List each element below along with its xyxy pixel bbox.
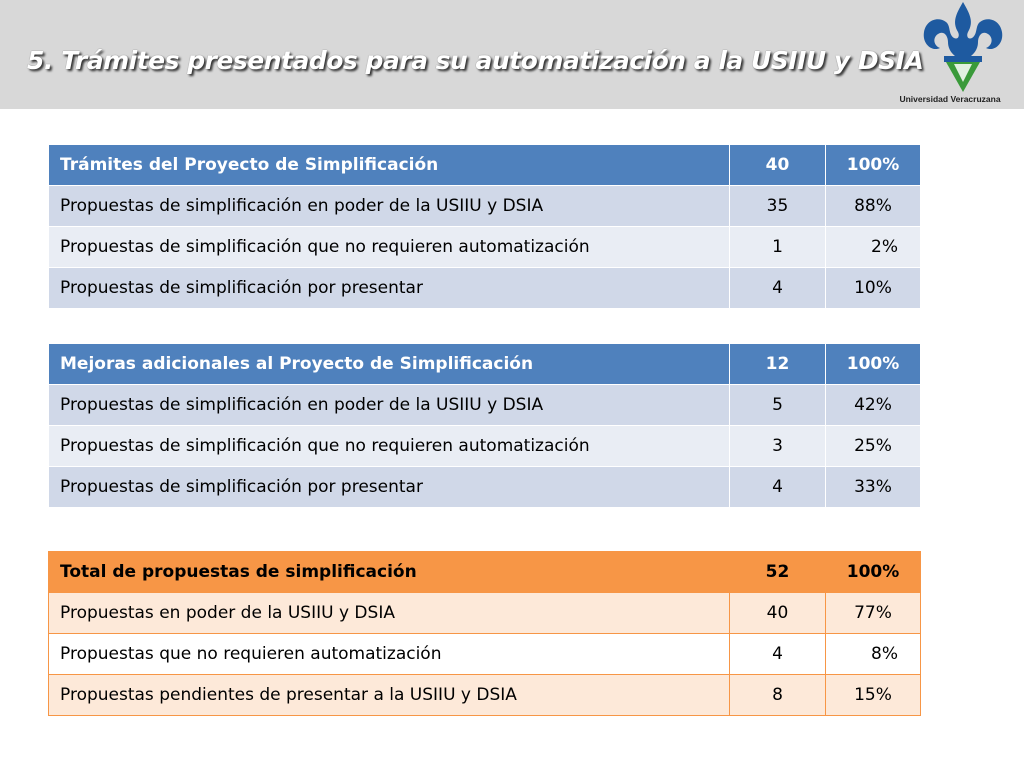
row-label: Propuestas de simplificación en poder de… <box>48 384 730 426</box>
header-count: 12 <box>729 343 826 385</box>
table-header-row: Total de propuestas de simplificación 52… <box>48 551 921 593</box>
row-label: Propuestas de simplificación que no requ… <box>48 425 730 467</box>
row-count: 40 <box>729 592 826 634</box>
mejoras-adicionales-table: Mejoras adicionales al Proyecto de Simpl… <box>48 343 921 508</box>
row-percent: 77% <box>825 592 921 634</box>
row-percent: 88% <box>825 185 921 227</box>
row-label: Propuestas de simplificación por present… <box>48 267 730 309</box>
table-row: Propuestas de simplificación en poder de… <box>48 384 921 426</box>
row-count: 4 <box>729 267 826 309</box>
row-label: Propuestas en poder de la USIIU y DSIA <box>48 592 730 634</box>
row-percent: 8% <box>825 633 921 675</box>
row-percent: 42% <box>825 384 921 426</box>
row-count: 3 <box>729 425 826 467</box>
header-percent: 100% <box>825 551 921 593</box>
table-header-row: Trámites del Proyecto de Simplificación … <box>48 144 921 186</box>
table-row: Propuestas de simplificación que no requ… <box>48 226 921 268</box>
table-row: Propuestas de simplificación por present… <box>48 466 921 508</box>
row-count: 8 <box>729 674 826 716</box>
row-label: Propuestas de simplificación en poder de… <box>48 185 730 227</box>
row-percent: 2% <box>825 226 921 268</box>
header-label: Total de propuestas de simplificación <box>48 551 730 593</box>
row-label: Propuestas que no requieren automatizaci… <box>48 633 730 675</box>
logo-caption: Universidad Veracruzana <box>899 94 1001 104</box>
row-percent: 25% <box>825 425 921 467</box>
header-count: 40 <box>729 144 826 186</box>
row-label: Propuestas pendientes de presentar a la … <box>48 674 730 716</box>
row-percent: 15% <box>825 674 921 716</box>
header-label: Mejoras adicionales al Proyecto de Simpl… <box>48 343 730 385</box>
row-count: 4 <box>729 633 826 675</box>
university-logo <box>923 2 1003 92</box>
header-count: 52 <box>729 551 826 593</box>
row-count: 4 <box>729 466 826 508</box>
table-header-row: Mejoras adicionales al Proyecto de Simpl… <box>48 343 921 385</box>
row-percent: 33% <box>825 466 921 508</box>
proyecto-simplificacion-table: Trámites del Proyecto de Simplificación … <box>48 144 921 309</box>
table-row: Propuestas de simplificación en poder de… <box>48 185 921 227</box>
table-row: Propuestas en poder de la USIIU y DSIA 4… <box>48 592 921 634</box>
row-count: 35 <box>729 185 826 227</box>
header-label: Trámites del Proyecto de Simplificación <box>48 144 730 186</box>
row-label: Propuestas de simplificación que no requ… <box>48 226 730 268</box>
header-band <box>0 0 1024 109</box>
total-propuestas-table: Total de propuestas de simplificación 52… <box>48 551 921 716</box>
table-row: Propuestas que no requieren automatizaci… <box>48 633 921 675</box>
row-label: Propuestas de simplificación por present… <box>48 466 730 508</box>
header-percent: 100% <box>825 343 921 385</box>
table-row: Propuestas de simplificación por present… <box>48 267 921 309</box>
row-count: 1 <box>729 226 826 268</box>
slide-title: 5. Trámites presentados para su automati… <box>27 46 924 75</box>
header-percent: 100% <box>825 144 921 186</box>
row-count: 5 <box>729 384 826 426</box>
table-row: Propuestas de simplificación que no requ… <box>48 425 921 467</box>
table-row: Propuestas pendientes de presentar a la … <box>48 674 921 716</box>
row-percent: 10% <box>825 267 921 309</box>
